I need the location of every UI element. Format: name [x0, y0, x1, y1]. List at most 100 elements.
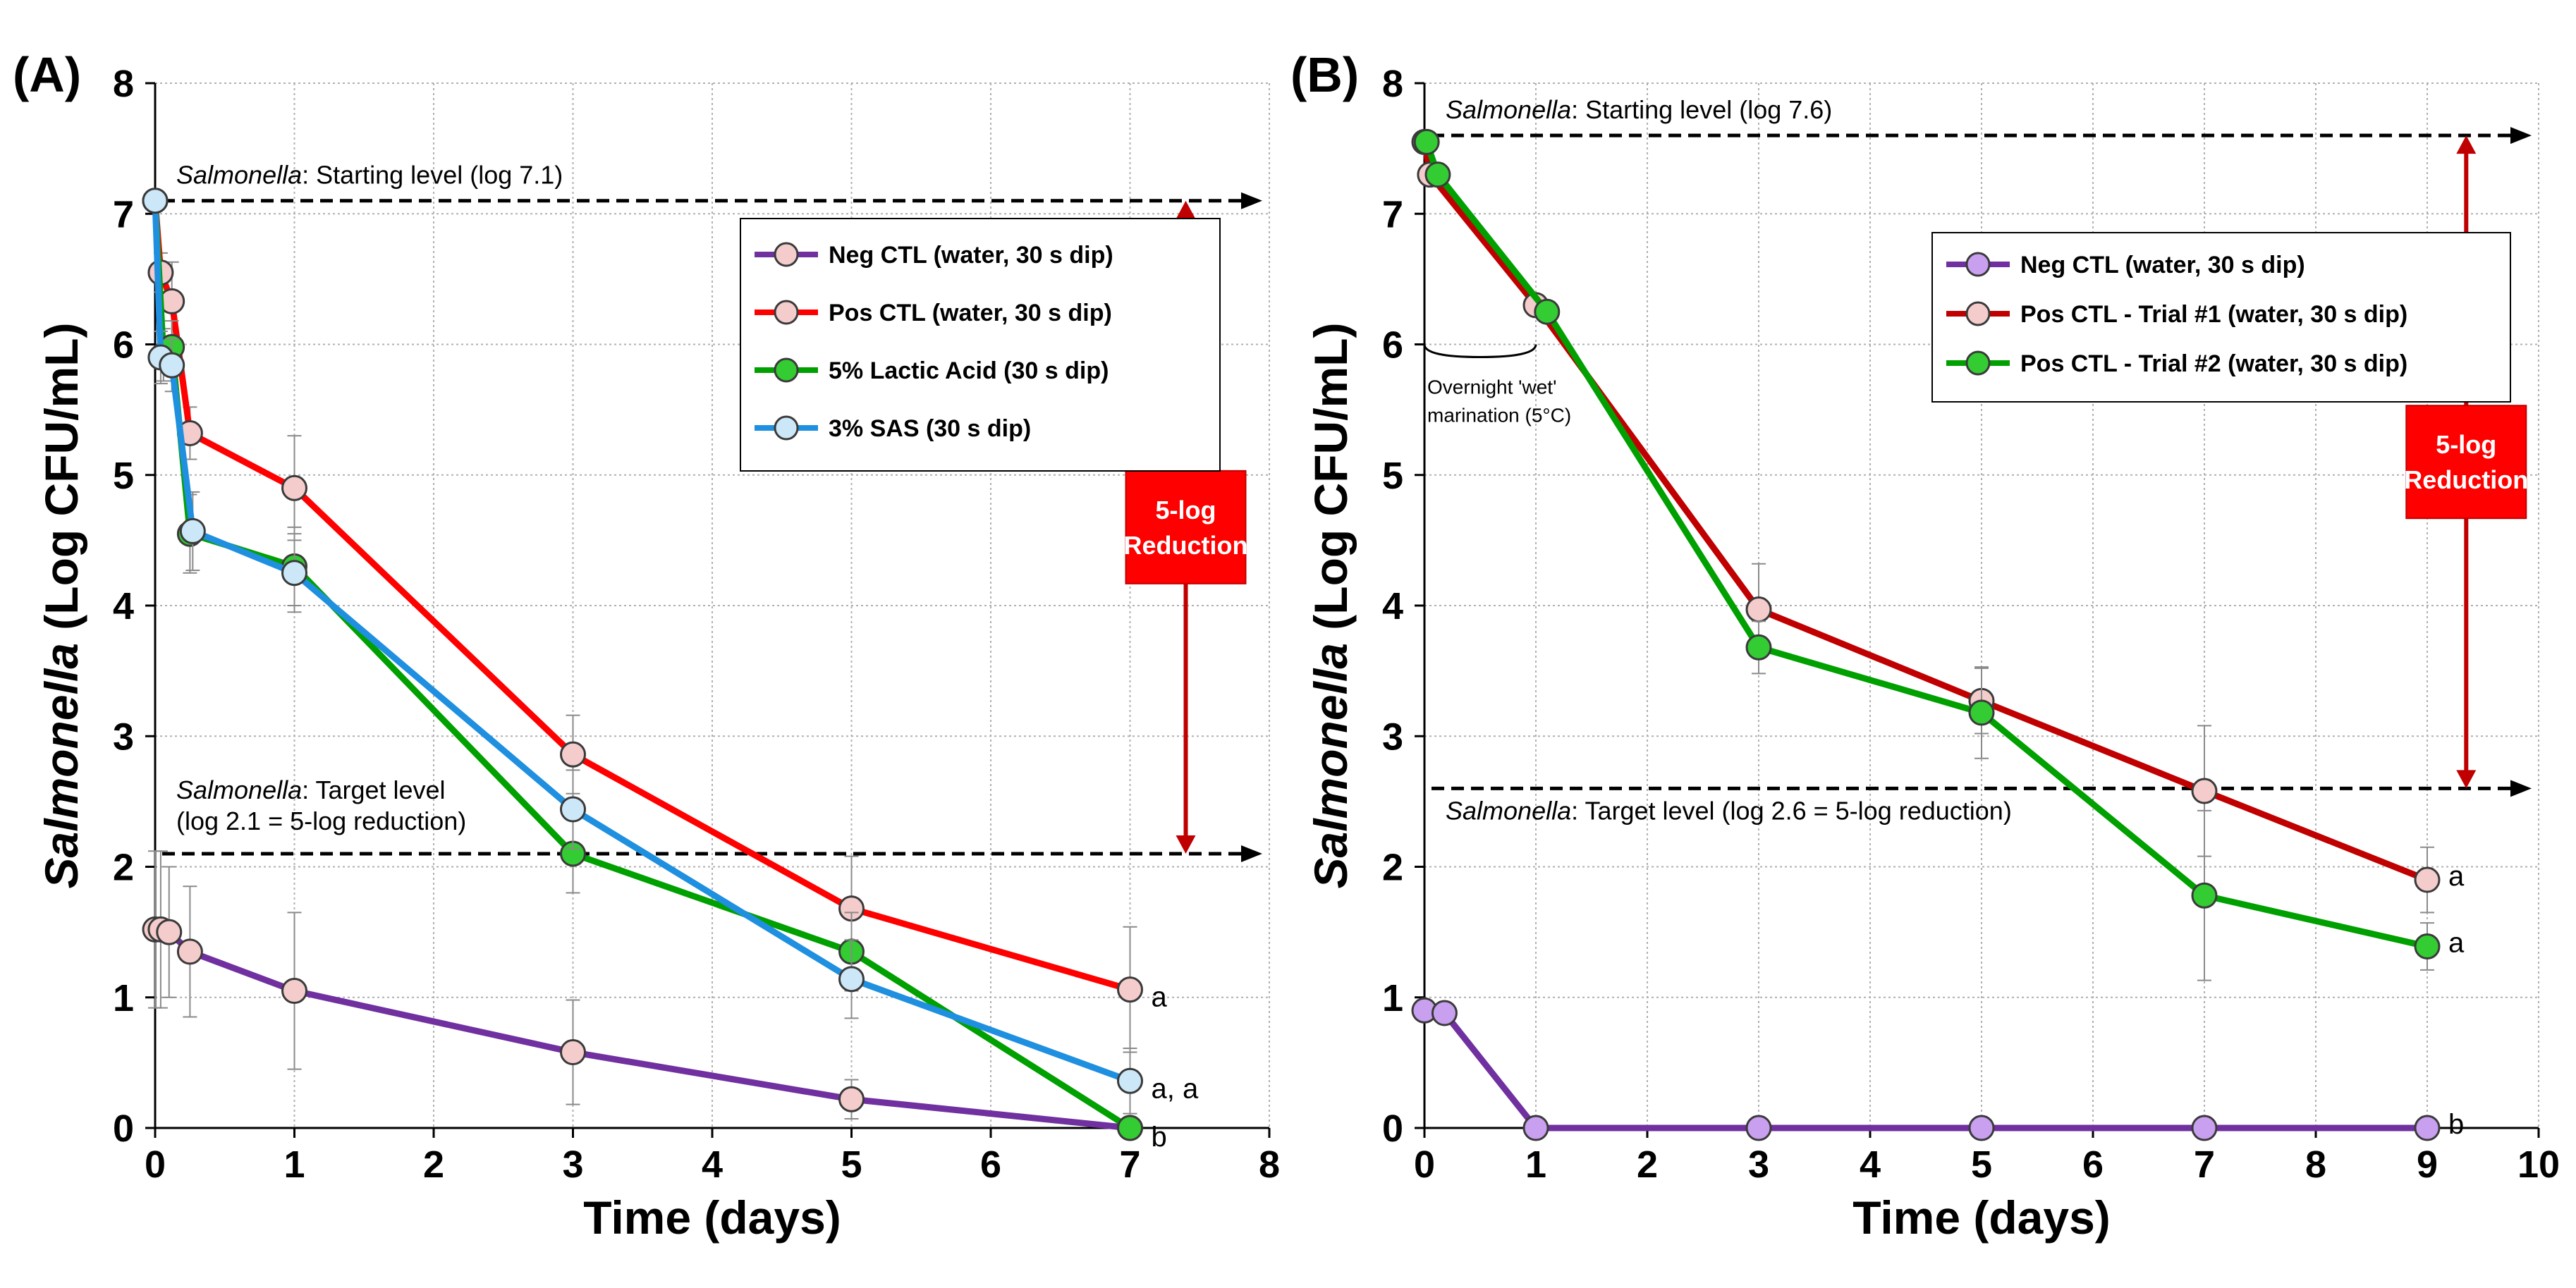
x-tick-label: 3 — [562, 1143, 583, 1186]
legend-box — [740, 218, 1221, 472]
y-tick-label: 2 — [1382, 847, 1403, 889]
panel-label: (B) — [1290, 47, 1359, 102]
legend-entry: Neg CTL (water, 30 s dip) — [829, 242, 1113, 269]
panel-b: 0 1 2 3 4 5 6 7 8 9 10 0 1 2 3 4 5 6 7 8 Time (days) Salmonel… — [1290, 47, 2560, 1244]
data-point — [2191, 1115, 2218, 1141]
x-tick-label: 5 — [841, 1143, 862, 1186]
x-tick-label: 1 — [283, 1143, 305, 1186]
x-tick-label: 3 — [1748, 1143, 1769, 1186]
data-point — [1968, 1115, 1995, 1141]
y-tick-label: 3 — [113, 716, 134, 758]
data-point — [1117, 1115, 1143, 1141]
legend-swatch-marker — [774, 242, 799, 267]
reference-arrow-icon — [2510, 780, 2532, 797]
legend-entry: 3% SAS (30 s dip) — [829, 415, 1031, 442]
legend-swatch-marker — [774, 357, 799, 383]
series-2: a — [1413, 128, 2465, 981]
reference-label: Salmonella: Target level (log 2.6 = 5-lo… — [1446, 796, 2012, 825]
series-3: a, a — [142, 188, 1199, 1115]
x-tick-label: 0 — [145, 1143, 166, 1186]
data-point — [1522, 1115, 1549, 1141]
reference-label-line2: (log 2.1 = 5-log reduction) — [176, 806, 466, 835]
data-point — [2191, 778, 2218, 804]
bracket-label-line2: marination (5°C) — [1427, 405, 1571, 427]
y-tick-label: 0 — [1382, 1108, 1403, 1150]
x-tick-label: 1 — [1525, 1143, 1546, 1186]
data-point — [2414, 1115, 2441, 1141]
x-tick-label: 9 — [2417, 1143, 2438, 1186]
data-point — [560, 1039, 586, 1066]
significance-label: a — [2448, 928, 2465, 959]
y-tick-label: 5 — [113, 455, 134, 497]
y-tick-label: 4 — [113, 585, 134, 627]
reference-label: Salmonella: Starting level (log 7.6) — [1446, 95, 1832, 124]
data-point — [1117, 1067, 1143, 1094]
panel-a: 0 1 2 3 4 5 6 7 8 0 1 2 3 4 5 6 7 8 Time (days) Salmonella … — [13, 47, 1280, 1244]
data-point — [838, 966, 865, 993]
reduction-arrow-up-icon — [1176, 200, 1196, 219]
significance-label: a, a — [1152, 1073, 1199, 1104]
data-point — [1431, 1000, 1458, 1026]
legend-swatch-marker — [1965, 252, 1991, 277]
data-point — [1534, 298, 1561, 325]
x-tick-label: 7 — [2194, 1143, 2215, 1186]
x-tick-label: 4 — [1860, 1143, 1881, 1186]
y-tick-label: 1 — [1382, 977, 1403, 1019]
y-tick-label: 5 — [1382, 455, 1403, 497]
data-point — [281, 474, 307, 501]
y-tick-label: 7 — [113, 193, 134, 235]
x-tick-label: 7 — [1119, 1143, 1140, 1186]
data-point — [560, 796, 586, 823]
significance-label: a — [2448, 861, 2465, 892]
x-tick-label: 8 — [2305, 1143, 2326, 1186]
y-tick-label: 8 — [1382, 63, 1403, 105]
x-tick-label: 6 — [2082, 1143, 2104, 1186]
reduction-box — [2405, 405, 2527, 520]
y-axis-title: Salmonella (Log CFU/mL) — [35, 322, 87, 888]
legend-entry: Pos CTL - Trial #2 (water, 30 s dip) — [2020, 350, 2407, 377]
panel-label: (A) — [13, 47, 81, 102]
data-point — [2414, 866, 2441, 893]
data-point — [281, 560, 307, 587]
legend-box — [1931, 232, 2511, 403]
data-point — [159, 352, 185, 379]
reference-arrow-icon — [1241, 192, 1262, 209]
data-point — [1968, 699, 1995, 726]
legend-swatch-marker — [1965, 350, 1991, 376]
reduction-box-line2: Reduction — [1124, 531, 1248, 560]
x-tick-label: 0 — [1414, 1143, 1435, 1186]
data-point — [281, 977, 307, 1004]
data-point — [1745, 634, 1772, 661]
data-point — [1745, 1115, 1772, 1141]
data-point — [142, 188, 169, 214]
reduction-arrow-down-icon — [2456, 770, 2477, 789]
y-tick-label: 1 — [113, 977, 134, 1019]
data-point — [179, 517, 206, 544]
legend-swatch-marker — [774, 415, 799, 441]
reference-arrow-icon — [2510, 127, 2532, 145]
y-tick-label: 3 — [1382, 716, 1403, 758]
x-axis-title: Time (days) — [583, 1191, 841, 1244]
data-point — [176, 938, 203, 965]
data-point — [838, 1086, 865, 1112]
data-point — [156, 919, 183, 945]
legend-entry: Neg CTL (water, 30 s dip) — [2020, 252, 2305, 278]
y-tick-label: 2 — [113, 847, 134, 889]
reduction-arrow-down-icon — [1176, 835, 1196, 854]
reduction-box-line1: 5-log — [2436, 430, 2496, 459]
legend-entry: Pos CTL (water, 30 s dip) — [829, 300, 1112, 326]
x-tick-label: 5 — [1971, 1143, 1992, 1186]
legend-swatch-marker — [774, 300, 799, 325]
x-tick-label: 4 — [702, 1143, 723, 1186]
significance-label: b — [2448, 1109, 2464, 1140]
x-tick-label: 8 — [1259, 1143, 1280, 1186]
data-point — [1424, 161, 1451, 188]
x-tick-label: 10 — [2517, 1143, 2560, 1186]
bracket-label-line1: Overnight 'wet' — [1427, 376, 1556, 398]
data-point — [1117, 976, 1143, 1003]
legend-swatch-marker — [1965, 301, 1991, 326]
reduction-arrow-up-icon — [2456, 135, 2477, 154]
y-tick-label: 6 — [113, 324, 134, 367]
legend-entry: Pos CTL - Trial #1 (water, 30 s dip) — [2020, 301, 2407, 328]
